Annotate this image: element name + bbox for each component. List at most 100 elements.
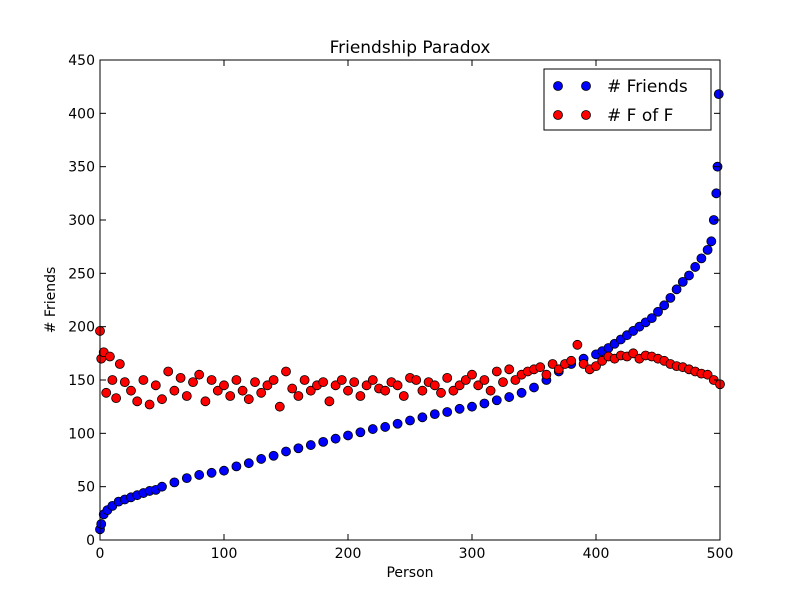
legend-marker-friends-2 [581,81,591,91]
series-1-point-14 [157,394,167,405]
y-tick-label-9: 450 [68,53,95,69]
series-0-point-30 [380,422,391,432]
series-1-point-42 [330,380,341,391]
series-1-point-28 [243,394,254,405]
y-tick-label-7: 350 [68,160,95,176]
series-1-point-6 [111,393,122,404]
y-tick-label-1: 50 [77,480,95,496]
series-0-point-38 [479,398,490,409]
series-1-point-61 [448,385,459,396]
legend-marker-fof-1 [553,110,563,120]
series-1-point-13 [150,380,161,391]
series-1-point-56 [417,385,428,396]
x-tick-label-5: 500 [707,546,734,562]
series-0 [95,89,724,535]
series-1-point-82 [578,359,589,369]
series-0-point-16 [206,467,217,478]
series-1-point-22 [206,375,217,385]
series-1-point-66 [479,375,490,385]
series-1-point-31 [262,380,273,391]
series-0-point-21 [268,450,279,461]
series-1-point-7 [114,359,125,369]
series-0-point-34 [429,409,440,420]
series-1-point-26 [231,375,242,385]
series-0-point-62 [684,270,694,281]
series-1 [95,326,725,412]
series-0-point-42 [529,382,539,393]
series-1-point-71 [510,375,521,385]
series-0-point-63 [690,262,701,272]
y-tick-label-8: 400 [68,106,95,122]
series-0-point-1 [96,519,107,529]
series-0-point-58 [659,300,670,311]
series-1-point-38 [305,385,316,396]
x-axis-ticks: 0 100 200 300 400 500 [96,60,734,562]
series-1-point-36 [293,391,304,401]
series-1-point-65 [473,380,484,391]
series-1-point-84 [591,361,601,372]
series-0-point-19 [243,458,254,469]
y-tick-label-5: 250 [68,266,95,282]
series-0-point-29 [367,424,378,434]
legend-marker-friends-1 [553,81,563,91]
series-1-point-18 [181,391,192,401]
series-1-point-30 [256,387,267,398]
series-1-point-62 [454,380,465,391]
series-1-point-68 [491,366,502,377]
series-1-point-78 [553,364,564,375]
x-tick-label-2: 200 [335,546,362,562]
series-1-point-33 [274,401,285,412]
series-1-point-24 [219,380,229,391]
x-tick-label-1: 100 [211,546,238,562]
series-0-point-24 [305,440,316,450]
series-0-point-12 [157,481,167,492]
series-0-point-68 [711,188,722,199]
series-1-point-12 [144,399,155,410]
series-0-point-15 [194,470,205,480]
series-1-point-29 [250,377,260,388]
series-0-point-22 [281,446,291,457]
series-1-point-41 [324,396,335,407]
series-0-point-65 [702,244,713,255]
x-tick-label-0: 0 [96,546,105,562]
series-1-point-37 [299,375,310,385]
series-1-point-80 [566,355,577,366]
y-tick-label-6: 300 [68,213,95,229]
series-1-point-9 [126,385,136,396]
series-1-point-63 [460,375,471,385]
series-0-point-14 [181,473,192,484]
legend-label-friends: # Friends [607,77,688,97]
plot-frame [99,59,721,541]
x-tick-label-3: 300 [459,546,486,562]
series-1-point-21 [200,396,211,407]
series-1-point-64 [467,369,477,380]
series-0-point-60 [671,284,682,295]
series-0-point-33 [417,412,428,423]
series-0-point-18 [231,461,242,472]
series-1-point-47 [361,380,372,391]
y-tick-label-0: 0 [86,533,95,549]
series-0-point-57 [653,306,663,317]
y-tick-label-2: 100 [68,426,95,442]
plot-marks [95,89,725,535]
y-axis-label: # Friends [43,267,59,334]
series-0-point-37 [467,401,477,412]
series-0-point-41 [516,387,527,398]
series-1-point-53 [398,391,409,401]
series-1-point-3 [101,387,112,398]
series-0-point-59 [665,292,676,303]
legend-label-fof: # F of F [607,106,673,126]
series-1-point-67 [485,385,496,396]
series-1-point-77 [547,359,558,369]
series-0-point-20 [256,454,267,464]
series-0-point-56 [646,313,657,324]
series-0-point-13 [169,477,180,488]
series-0-point-35 [442,407,453,417]
y-axis-ticks: 0 50 100 150 200 250 300 350 400 450 [68,53,720,549]
series-1-point-8 [119,377,130,388]
y-tick-label-4: 200 [68,320,95,336]
series-0-point-70 [713,89,724,100]
series-1-point-44 [343,385,353,396]
series-0-point-61 [677,276,688,287]
